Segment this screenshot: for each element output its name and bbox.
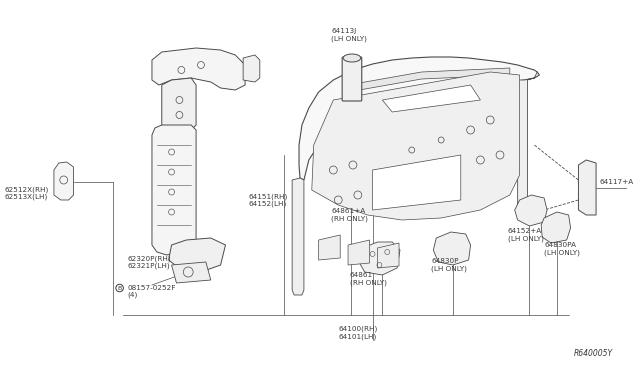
Polygon shape (54, 162, 74, 200)
Text: 62320P(RH)
62321P(LH): 62320P(RH) 62321P(LH) (127, 255, 171, 269)
Text: 64152+A
(LH ONLY): 64152+A (LH ONLY) (508, 228, 544, 241)
Text: 64100(RH)
64101(LH): 64100(RH) 64101(LH) (338, 326, 378, 340)
Polygon shape (172, 262, 211, 283)
Polygon shape (162, 78, 196, 132)
Text: 64861+A
(RH ONLY): 64861+A (RH ONLY) (332, 208, 368, 221)
Polygon shape (541, 212, 571, 243)
Polygon shape (372, 155, 461, 210)
Polygon shape (358, 242, 400, 275)
Polygon shape (292, 178, 304, 295)
Text: B: B (118, 285, 122, 291)
Text: 64151(RH)
64152(LH): 64151(RH) 64152(LH) (248, 193, 287, 207)
Text: 64113J
(LH ONLY): 64113J (LH ONLY) (332, 28, 367, 42)
Polygon shape (243, 55, 260, 82)
Text: 64117+A: 64117+A (600, 179, 634, 185)
Polygon shape (168, 238, 225, 272)
Text: 62512X(RH)
62513X(LH): 62512X(RH) 62513X(LH) (5, 186, 49, 200)
Polygon shape (348, 240, 370, 265)
Polygon shape (378, 243, 399, 268)
Polygon shape (152, 125, 196, 255)
Polygon shape (319, 235, 340, 260)
Polygon shape (515, 195, 547, 226)
Polygon shape (518, 72, 540, 220)
FancyBboxPatch shape (342, 57, 362, 101)
Polygon shape (433, 232, 470, 265)
Text: 64830PA
(LH ONLY): 64830PA (LH ONLY) (544, 242, 580, 256)
Polygon shape (312, 72, 520, 220)
Text: 64861
(RH ONLY): 64861 (RH ONLY) (350, 272, 387, 285)
Polygon shape (299, 57, 540, 180)
Polygon shape (579, 160, 596, 215)
Text: 08157-0252F
(4): 08157-0252F (4) (127, 285, 176, 298)
Polygon shape (348, 68, 510, 92)
Polygon shape (382, 85, 481, 112)
Ellipse shape (343, 54, 361, 62)
Text: R640005Y: R640005Y (573, 349, 612, 358)
Text: 64830P
(LH ONLY): 64830P (LH ONLY) (431, 258, 467, 272)
Polygon shape (152, 48, 245, 90)
